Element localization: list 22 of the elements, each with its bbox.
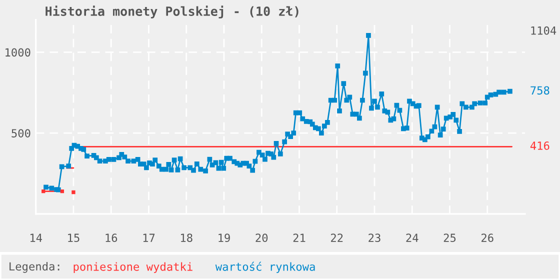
- x-tick-label: 16: [106, 234, 118, 242]
- text: wartość rynkowa: [215, 262, 315, 273]
- chart-title: Historia monety Polskiej - (10 zł): [46, 6, 298, 18]
- x-tick-label: 18: [180, 234, 192, 242]
- x-tick-label: 23: [368, 234, 380, 242]
- x-tick-label: 20: [256, 234, 268, 242]
- x-tick-label: 15: [68, 234, 80, 242]
- x-tick-label: 14: [30, 234, 42, 242]
- text: 1104: [531, 26, 556, 35]
- x-tick-label: 19: [218, 234, 230, 242]
- x-tick-label: 26: [482, 234, 494, 242]
- x-tick-label: 21: [293, 234, 306, 242]
- data-label: 758: [530, 86, 550, 95]
- x-tick-label: 17: [143, 234, 155, 242]
- x-tick-label: 25: [444, 234, 456, 242]
- y-tick-label: 500: [12, 129, 30, 138]
- text: poniesione wydatki: [74, 262, 192, 273]
- x-tick-label: 22: [330, 234, 343, 242]
- x-tick-label: 24: [406, 234, 418, 242]
- data-label: 416: [530, 142, 550, 150]
- legend-title: Legenda:: [10, 262, 60, 273]
- y-tick-label: 1000: [6, 48, 30, 57]
